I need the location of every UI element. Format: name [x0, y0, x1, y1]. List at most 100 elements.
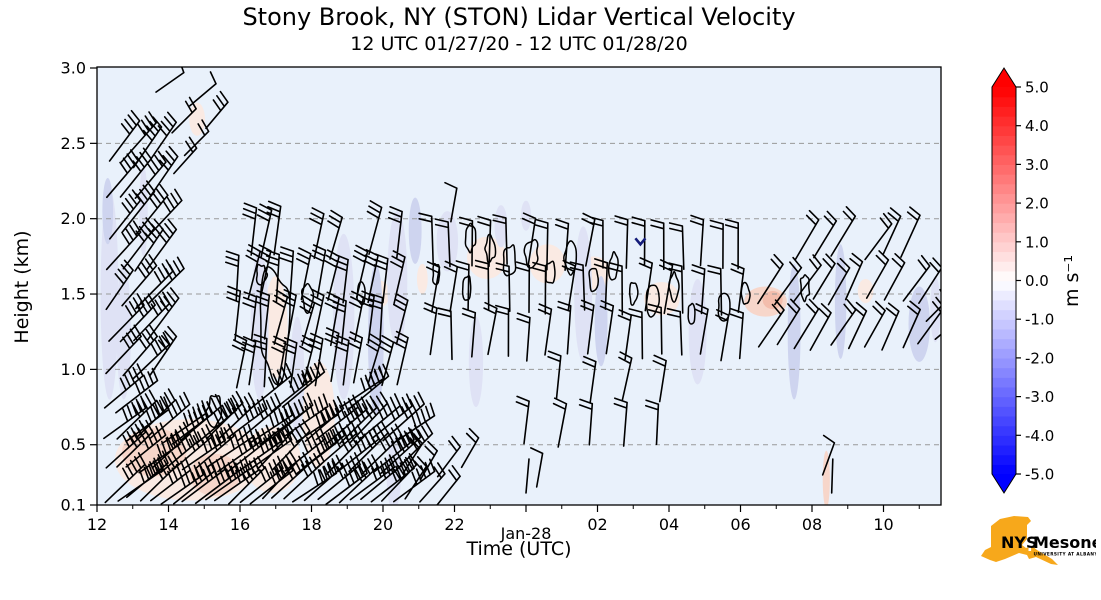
colorbar-segment — [992, 406, 1016, 417]
colorbar-segment — [992, 183, 1016, 195]
colorbar-segment — [992, 454, 1016, 465]
colorbar-segment — [992, 96, 1016, 107]
velocity-patch — [102, 178, 114, 245]
colorbar-segment — [992, 87, 1016, 98]
colorbar-tick-label: -4.0 — [1025, 427, 1054, 445]
colorbar-segment — [992, 367, 1016, 378]
velocity-patch — [857, 278, 874, 304]
chart-title: Stony Brook, NY (STON) Lidar Vertical Ve… — [242, 3, 796, 31]
y-tick-label: 2.5 — [61, 134, 86, 153]
colorbar-segment — [992, 125, 1016, 136]
y-tick-label: 1.0 — [61, 360, 86, 379]
colorbar-segment — [992, 251, 1016, 262]
colorbar-segment — [992, 203, 1016, 214]
colorbar-unit-label: m s⁻¹ — [1061, 254, 1083, 308]
x-tick-label: 20 — [373, 515, 393, 534]
colorbar-segment — [992, 212, 1016, 224]
velocity-patch — [643, 281, 680, 316]
colorbar-segment — [992, 396, 1016, 407]
colorbar-tick-label: 4.0 — [1025, 117, 1049, 135]
dark-velocity-mark — [634, 237, 647, 247]
x-tick-label: 08 — [802, 515, 822, 534]
colorbar-tick-label: 2.0 — [1025, 195, 1049, 213]
y-axis-label: Height (km) — [11, 230, 33, 344]
colorbar-segment — [992, 241, 1016, 253]
logo-abbr-text: NYS — [1001, 533, 1038, 552]
y-tick-label: 1.5 — [61, 285, 86, 304]
logo-name-text: Mesonet — [1033, 533, 1096, 552]
velocity-patch — [408, 197, 422, 264]
colorbar-tick-label: -2.0 — [1025, 349, 1054, 367]
colorbar-segment — [992, 280, 1016, 291]
colorbar-segment — [992, 222, 1016, 233]
axis-ticks: 12 14 16 18 20 22 Jan-28 02 04 06 08 10 3.0 2.5 2.0 1.5… — [61, 59, 920, 543]
nys-mesonet-logo: NYS Mesonet UNIVERSITY AT ALBANY — [981, 516, 1097, 565]
y-tick-label: 0.5 — [61, 435, 86, 454]
velocity-patch — [930, 275, 941, 343]
axes-frame — [96, 66, 942, 506]
x-tick-label: 04 — [659, 515, 679, 534]
colorbar-segment — [992, 193, 1016, 204]
colorbar-tick-label: 1.0 — [1025, 233, 1049, 251]
velocity-patch — [387, 211, 408, 347]
velocity-patch — [332, 233, 355, 400]
colorbar-segment — [992, 309, 1016, 320]
colorbar-segment — [992, 232, 1016, 243]
colorbar-under-arrow — [992, 474, 1016, 493]
colorbar-segment — [992, 357, 1016, 369]
plot-content — [97, 67, 941, 505]
colorbar-segment — [992, 415, 1016, 427]
colorbar-segment — [992, 377, 1016, 388]
colorbar-tick-label: 5.0 — [1025, 79, 1049, 97]
colorbar-segment — [992, 328, 1016, 340]
x-tick-label: 22 — [444, 515, 464, 534]
x-tick-label: 16 — [230, 515, 250, 534]
colorbar-tick-label: -5.0 — [1025, 466, 1054, 484]
colorbar-segment — [992, 174, 1016, 185]
x-axis-label: Time (UTC) — [466, 538, 572, 560]
velocity-patch — [762, 291, 783, 310]
colorbar-segment — [992, 319, 1016, 330]
velocity-patch — [468, 316, 484, 408]
colorbar-tick-label: 0.0 — [1025, 272, 1049, 290]
velocity-patch — [250, 248, 269, 400]
colorbar-tick-label: -3.0 — [1025, 388, 1054, 406]
colorbar-segment — [992, 145, 1016, 156]
x-tick-label: 02 — [587, 515, 607, 534]
logo-subtext: UNIVERSITY AT ALBANY — [1034, 552, 1097, 558]
y-tick-label: 3.0 — [61, 59, 86, 78]
velocity-patch — [908, 286, 930, 362]
colorbar-segment — [992, 299, 1016, 311]
x-tick-label: 10 — [873, 515, 893, 534]
colorbar-segment — [992, 338, 1016, 349]
colorbar-segment — [992, 435, 1016, 446]
velocity-patch — [594, 275, 608, 367]
colorbar-segment — [992, 154, 1016, 165]
colorbar-segment — [992, 116, 1016, 127]
velocity-patch — [116, 263, 131, 400]
logo-separator — [1028, 533, 1032, 551]
velocity-patch — [520, 200, 532, 231]
colorbar-segment — [992, 261, 1016, 272]
x-tick-label: 12 — [87, 515, 107, 534]
x-tick-label: 18 — [301, 515, 321, 534]
x-tick-label-date: Jan-28 — [500, 524, 552, 543]
colorbar-tick-label: 3.0 — [1025, 156, 1049, 174]
colorbar-segment — [992, 386, 1016, 398]
colorbar-segment — [992, 425, 1016, 436]
colorbar-over-arrow — [992, 68, 1016, 87]
colorbar-segment — [992, 444, 1016, 456]
colorbar-segment — [992, 464, 1016, 475]
wind-barbs — [103, 67, 941, 505]
x-tick-label: 14 — [158, 515, 178, 534]
colorbar-segment — [992, 135, 1016, 146]
y-tick-label: 2.0 — [61, 209, 86, 228]
colorbar: 5.0 4.0 3.0 2.0 1.0 0.0 -1.0 -2.0 -3.0 -4.0 -5.0 — [991, 67, 1054, 494]
colorbar-segment — [992, 270, 1016, 282]
colorbar-tick-label: -1.0 — [1025, 311, 1054, 329]
colorbar-segment — [992, 164, 1016, 175]
velocity-patch — [416, 263, 428, 295]
colorbar-segment — [992, 106, 1016, 117]
